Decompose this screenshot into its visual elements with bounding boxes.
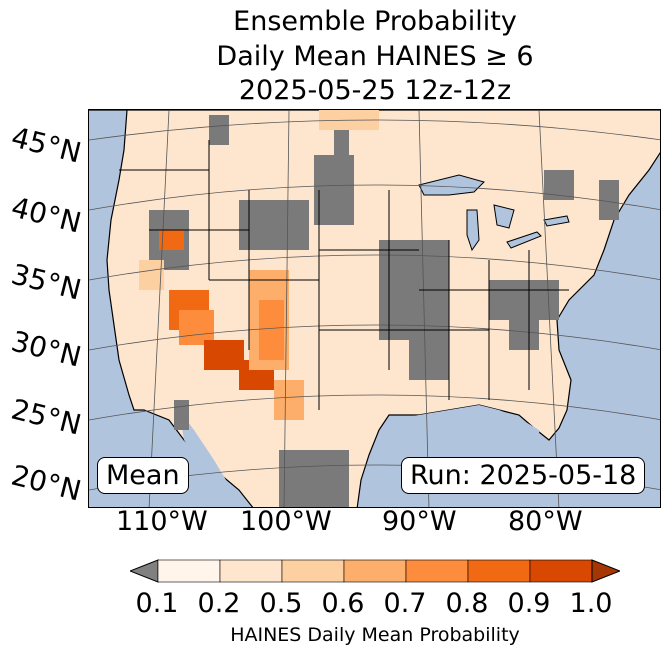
colorbar-label: HAINES Daily Mean Probability <box>230 624 520 646</box>
colorbar-segment <box>405 559 469 583</box>
colorbar-under-arrow <box>130 559 159 583</box>
colorbar-tick: 0.7 <box>383 588 427 619</box>
lake-ontario <box>543 215 570 227</box>
colorbar-tick: 1.0 <box>569 588 613 619</box>
lon-label-110w: 110°W <box>116 506 208 537</box>
lake-superior <box>418 174 485 196</box>
masked-regions <box>149 115 619 507</box>
lat-label-40: 40°N <box>8 190 85 240</box>
colorbar-over-arrow <box>591 559 620 583</box>
map-title-line-2: Daily Mean HAINES ≥ 6 <box>216 41 534 72</box>
lat-label-35: 35°N <box>8 257 85 307</box>
map-canvas <box>89 110 660 507</box>
map-panel <box>88 109 661 508</box>
gulf-of-california <box>179 410 229 490</box>
colorbar-segment <box>529 559 593 583</box>
colorbar-segment <box>219 559 283 583</box>
lon-label-90w: 90°W <box>382 506 457 537</box>
colorbar-segment <box>343 559 407 583</box>
colorbar-segment <box>157 559 221 583</box>
colorbar-tick: 0.5 <box>259 588 303 619</box>
lat-label-25: 25°N <box>8 392 85 442</box>
colorbar-tick: 0.8 <box>445 588 489 619</box>
colorbar-segment <box>281 559 345 583</box>
lat-label-20: 20°N <box>8 458 85 508</box>
lon-label-80w: 80°W <box>508 506 583 537</box>
stat-box: Mean <box>97 457 189 494</box>
map-title-line-3: 2025-05-25 12z-12z <box>238 75 512 106</box>
land-mass <box>89 110 660 507</box>
colorbar <box>130 559 620 583</box>
probability-patches <box>139 110 379 420</box>
lat-label-30: 30°N <box>8 324 85 374</box>
map-title-line-1: Ensemble Probability <box>233 6 517 37</box>
lat-label-45: 45°N <box>8 120 85 170</box>
colorbar-tick: 0.6 <box>321 588 365 619</box>
lake-michigan <box>466 209 480 252</box>
run-box: Run: 2025-05-18 <box>401 457 646 494</box>
state-borders <box>119 140 569 410</box>
colorbar-tick: 0.9 <box>507 588 551 619</box>
lon-label-100w: 100°W <box>240 506 332 537</box>
colorbar-tick: 0.1 <box>135 588 179 619</box>
lake-huron <box>493 204 515 229</box>
lake-erie <box>506 231 542 249</box>
colorbar-tick: 0.2 <box>197 588 241 619</box>
colorbar-segment <box>467 559 531 583</box>
